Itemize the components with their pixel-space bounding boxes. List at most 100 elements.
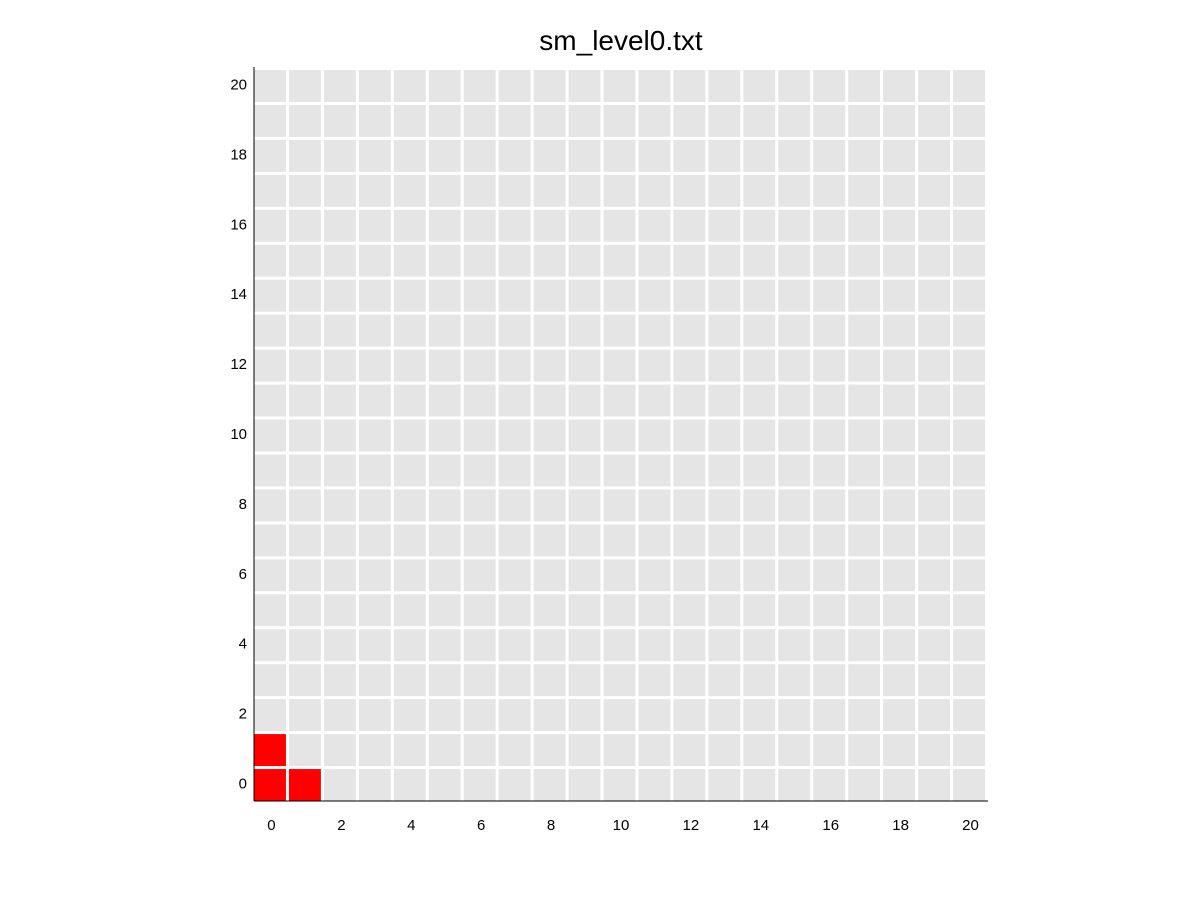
grid-cell [463, 314, 496, 347]
grid-cell [953, 489, 985, 522]
grid-cell [848, 174, 881, 207]
grid-cell [883, 699, 916, 732]
grid-cell [254, 489, 286, 522]
grid-cell [778, 174, 811, 207]
y-tick-label: 14 [230, 286, 247, 303]
grid-cell [743, 104, 776, 137]
grid-cell [953, 349, 985, 382]
grid-cell [533, 489, 566, 522]
grid-cell [393, 454, 426, 487]
grid-cell [778, 70, 811, 102]
grid-cell [813, 70, 846, 102]
grid-cell [848, 104, 881, 137]
grid-cell [778, 489, 811, 522]
grid-cell [708, 699, 741, 732]
grid-cell [673, 279, 706, 312]
x-tick-label: 20 [962, 817, 979, 834]
grid-cell [848, 279, 881, 312]
y-tick-label: 4 [239, 636, 247, 653]
grid-cell [568, 70, 601, 102]
grid-cell [883, 734, 916, 767]
grid-cell [393, 209, 426, 242]
grid-cell [918, 349, 951, 382]
grid-cell [848, 559, 881, 592]
grid-cell [708, 769, 741, 801]
grid-cell [358, 244, 391, 277]
grid-cell [708, 524, 741, 557]
y-tick-label: 8 [239, 496, 247, 513]
grid-cell [254, 104, 286, 137]
grid-cell [638, 454, 671, 487]
chart-title: sm_level0.txt [539, 25, 703, 56]
grid-cell [393, 629, 426, 662]
grid-cell [918, 454, 951, 487]
grid-cell [498, 454, 531, 487]
grid-cell [918, 489, 951, 522]
grid-cell [673, 419, 706, 452]
grid-cell [568, 104, 601, 137]
grid-cell [358, 664, 391, 697]
grid-cell [568, 489, 601, 522]
grid-cell [603, 244, 636, 277]
grid-cell [568, 454, 601, 487]
y-tick-label: 12 [230, 356, 247, 373]
grid-cell [743, 279, 776, 312]
grid-cell [498, 629, 531, 662]
grid-cell [533, 244, 566, 277]
grid-cell [673, 70, 706, 102]
grid-cell [813, 559, 846, 592]
grid-cell [743, 419, 776, 452]
grid-cell [323, 489, 356, 522]
grid-cell [323, 699, 356, 732]
grid-cell [883, 594, 916, 627]
grid-cell [883, 139, 916, 172]
grid-cell [848, 384, 881, 417]
grid-cell [393, 524, 426, 557]
grid-cell [533, 174, 566, 207]
grid-cell [848, 314, 881, 347]
y-tick-label: 10 [230, 426, 247, 443]
grid-cell [953, 594, 985, 627]
grid-cell [568, 174, 601, 207]
grid-cell [498, 664, 531, 697]
grid-cell [953, 769, 985, 801]
grid-cell [393, 594, 426, 627]
grid-cell [533, 454, 566, 487]
grid-cell [813, 594, 846, 627]
grid-cell [498, 349, 531, 382]
grid-cell [498, 384, 531, 417]
grid-cell [428, 349, 461, 382]
grid-cell [323, 629, 356, 662]
grid-cell [323, 384, 356, 417]
grid-cell [708, 594, 741, 627]
grid-cell [883, 384, 916, 417]
grid-cell [463, 594, 496, 627]
grid-cell [393, 244, 426, 277]
grid-cell [323, 104, 356, 137]
grid-cell [883, 489, 916, 522]
y-tick-label: 2 [239, 706, 247, 723]
grid-cell [254, 559, 286, 592]
grid-cell [358, 454, 391, 487]
grid-cell [254, 454, 286, 487]
grid-cell [638, 174, 671, 207]
grid-cell [673, 594, 706, 627]
grid-cell [498, 139, 531, 172]
grid-cell [533, 664, 566, 697]
grid-cell [743, 489, 776, 522]
grid-cell [254, 349, 286, 382]
grid-cell [673, 139, 706, 172]
grid-cell [953, 454, 985, 487]
grid-cell [254, 664, 286, 697]
grid-cell [603, 664, 636, 697]
grid-cell [638, 244, 671, 277]
grid-cell [673, 209, 706, 242]
grid-cell [918, 139, 951, 172]
grid-cell [393, 699, 426, 732]
grid-cell [883, 174, 916, 207]
grid-cell [568, 699, 601, 732]
grid-cell [638, 664, 671, 697]
grid-cell [498, 419, 531, 452]
y-tick-label: 18 [230, 146, 247, 163]
grid-cell [743, 139, 776, 172]
